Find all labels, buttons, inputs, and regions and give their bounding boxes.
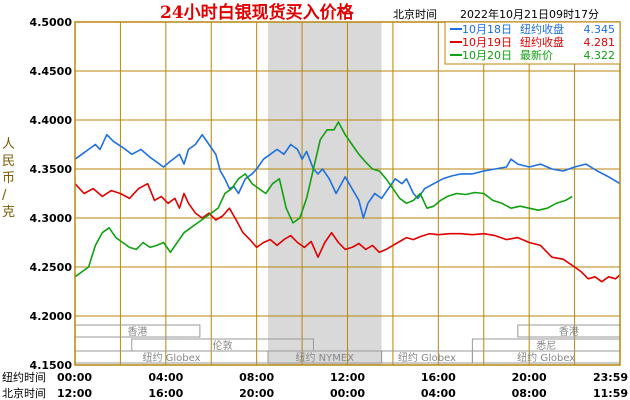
update-time: 2022年10月21日09时17分 [460, 7, 599, 21]
legend-series-value: 4.281 [584, 36, 616, 49]
x-tick-bj: 00:00 [330, 387, 365, 400]
y-tick-label: 4.3000 [30, 212, 73, 225]
x-tick-ny: 20:00 [512, 371, 547, 384]
session-label: 纽约 Globex [398, 351, 456, 364]
session-label: 纽约 Globex [142, 351, 200, 364]
x-tick-ny: 04:00 [148, 371, 183, 384]
timezone-label: 北京时间 [393, 7, 437, 21]
x-tick-bj: 16:00 [148, 387, 183, 400]
legend-box [444, 21, 621, 65]
session-label: 香港 [127, 326, 147, 338]
y-tick-label: 4.2500 [30, 261, 73, 274]
x-tick-ny: 12:00 [330, 371, 365, 384]
x-tick-bj: 20:00 [239, 387, 274, 400]
plot-frame [74, 21, 621, 366]
nymex-shaded-region [268, 22, 382, 365]
series-line-3 [74, 121, 573, 278]
legend-series-value: 4.345 [584, 23, 616, 36]
x-tick-ny: 00:00 [57, 371, 92, 384]
legend-series-label: 纽约收盘 [520, 22, 564, 36]
y-tick-label: 4.4000 [30, 114, 73, 127]
x-tick-bj: 12:00 [57, 387, 92, 400]
x-tick-bj: 11:59 [593, 387, 628, 400]
x-tick-ny: 16:00 [421, 371, 456, 384]
session-label: 伦敦 [213, 339, 233, 352]
legend-series-name: 10月19日 [462, 36, 512, 49]
y-tick-label: 4.2000 [30, 310, 73, 323]
x-tick-bj: 08:00 [512, 387, 547, 400]
legend-series-label: 纽约收盘 [520, 35, 564, 49]
y-tick-label: 4.4500 [30, 65, 73, 78]
ny-time-row-label: 纽约时间 [2, 370, 46, 384]
y-tick-label: 4.5000 [30, 16, 73, 29]
chart-title: 24小时白银现货买入价格 [160, 2, 355, 23]
session-label: 悉尼 [536, 340, 556, 352]
session-label: 纽约 NYMEX [296, 351, 355, 364]
x-tick-bj: 04:00 [421, 387, 456, 400]
legend-series-name: 10月18日 [462, 23, 512, 36]
series-line-2 [74, 182, 621, 283]
x-tick-ny: 23:59 [593, 371, 628, 384]
session-label: 香港 [559, 326, 579, 338]
legend-series-value: 4.322 [584, 49, 616, 62]
x-tick-ny: 08:00 [239, 371, 274, 384]
session-label: 纽约 Globex [517, 351, 575, 364]
legend-series-name: 10月20日 [462, 49, 512, 62]
bj-time-row-label: 北京时间 [2, 386, 46, 400]
y-tick-label: 4.1500 [30, 359, 73, 372]
legend-series-label: 最新价 [520, 48, 553, 62]
y-tick-label: 4.3500 [30, 163, 73, 176]
y-axis-label: 人民币/克 [2, 137, 15, 220]
